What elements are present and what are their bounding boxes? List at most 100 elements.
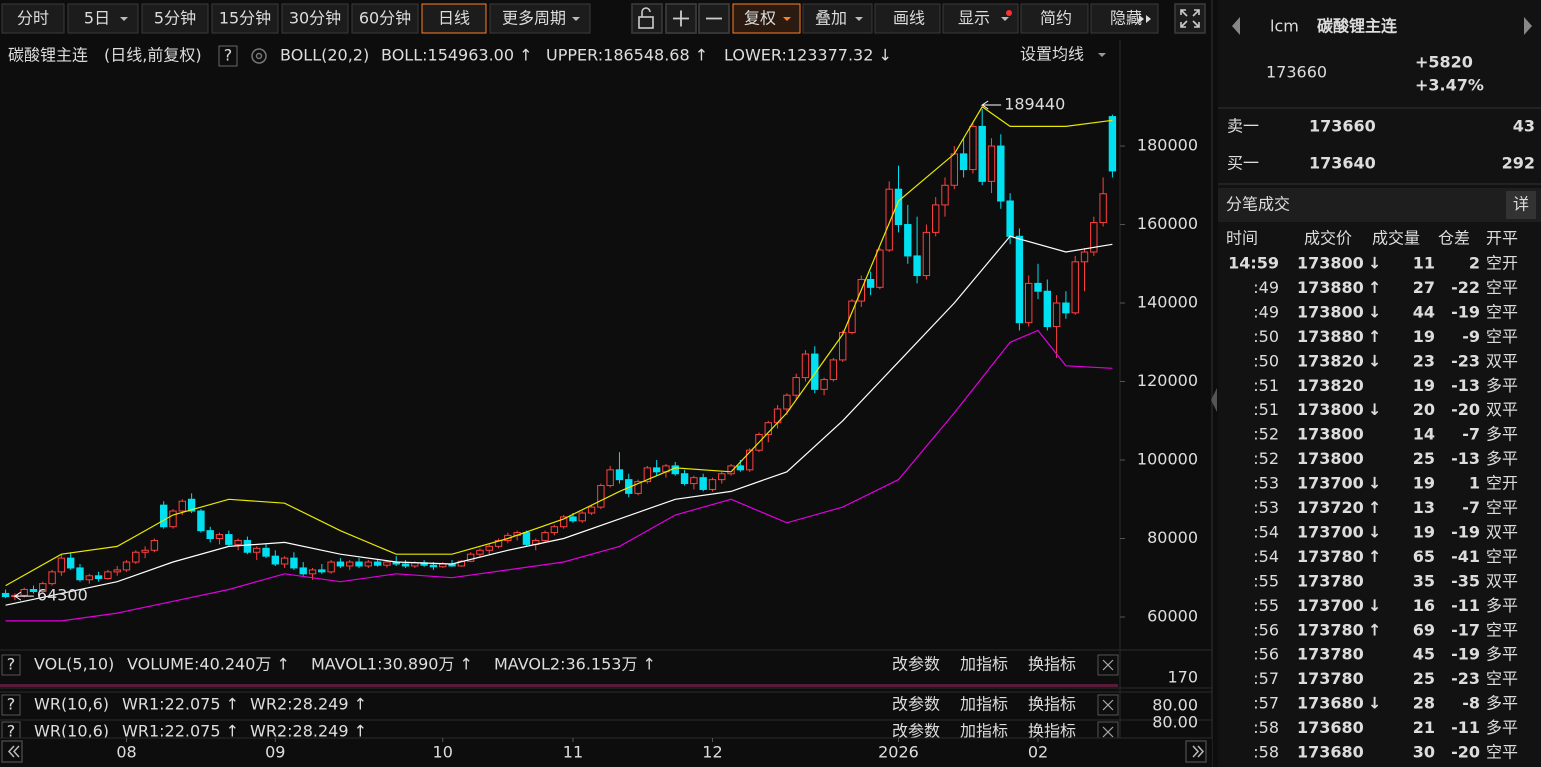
candle-body bbox=[569, 516, 577, 522]
period-button[interactable] bbox=[211, 3, 279, 34]
period-button[interactable] bbox=[67, 3, 139, 34]
prev-contract[interactable] bbox=[1232, 17, 1240, 35]
candle-body bbox=[820, 379, 828, 390]
trade-price: 173780 bbox=[1297, 645, 1364, 664]
candle-body bbox=[1108, 116, 1117, 172]
trade-oi-change: -11 bbox=[1451, 718, 1480, 737]
trade-arrow: ↓ bbox=[1368, 302, 1381, 321]
trade-type: 多平 bbox=[1486, 694, 1518, 713]
candle-body bbox=[66, 557, 75, 569]
candle-body bbox=[29, 589, 38, 592]
candle-body bbox=[1099, 193, 1107, 224]
detail-label[interactable]: 详 bbox=[1513, 195, 1529, 214]
trade-volume: 35 bbox=[1413, 571, 1435, 590]
annotation-arrow bbox=[980, 100, 1002, 110]
help-button[interactable] bbox=[1, 654, 21, 676]
panel-button[interactable]: 加指标 bbox=[960, 655, 1008, 674]
period-button[interactable] bbox=[351, 3, 419, 34]
panel-button[interactable]: 换指标 bbox=[1028, 655, 1076, 674]
trade-arrow: ↓ bbox=[1368, 400, 1381, 419]
candle-body bbox=[271, 555, 280, 565]
trade-oi-change: -20 bbox=[1451, 743, 1480, 762]
panel-button[interactable]: 改参数 bbox=[892, 695, 940, 714]
trade-oi-change: -22 bbox=[1451, 278, 1480, 297]
candle-body bbox=[346, 561, 354, 567]
trade-time: :57 bbox=[1253, 669, 1279, 688]
trade-price: 173700 bbox=[1297, 474, 1364, 493]
candle-body bbox=[1006, 200, 1014, 237]
zoom-out-icon[interactable] bbox=[698, 3, 730, 34]
panel-button[interactable]: 加指标 bbox=[960, 722, 1008, 741]
candle-body bbox=[141, 549, 149, 553]
tool-button[interactable] bbox=[874, 3, 941, 34]
period-button[interactable] bbox=[281, 3, 349, 34]
indicator-value: MAVOL2:36.153万 ↑ bbox=[494, 655, 656, 674]
dropdown-caret bbox=[572, 17, 580, 21]
panel-button[interactable]: 改参数 bbox=[892, 722, 940, 741]
trade-volume: 19 bbox=[1413, 474, 1435, 493]
trade-price: 173680 bbox=[1297, 743, 1364, 762]
candle-body bbox=[597, 485, 605, 508]
x-tick-label: 08 bbox=[116, 743, 136, 762]
trade-type: 空平 bbox=[1486, 302, 1518, 321]
candle-body bbox=[736, 465, 745, 471]
trade-time: :49 bbox=[1253, 278, 1279, 297]
price-change: +5820 bbox=[1415, 53, 1473, 72]
help-button[interactable] bbox=[1, 694, 21, 716]
trade-type: 空平 bbox=[1486, 620, 1518, 639]
trade-time: :58 bbox=[1253, 718, 1279, 737]
candle-body bbox=[308, 569, 317, 575]
period-button[interactable] bbox=[1, 3, 65, 34]
trade-price: 173780 bbox=[1297, 571, 1364, 590]
fullscreen-icon[interactable] bbox=[1174, 3, 1206, 34]
trade-oi-change: -7 bbox=[1462, 498, 1480, 517]
trade-price: 173680 bbox=[1297, 718, 1364, 737]
candle-body bbox=[987, 145, 996, 182]
candle-body bbox=[299, 567, 307, 575]
trade-arrow: ↓ bbox=[1368, 522, 1381, 541]
indicator-value: WR2:28.249 ↑ bbox=[250, 722, 367, 741]
candle-body bbox=[904, 224, 912, 257]
period-label: 5日 bbox=[84, 9, 110, 28]
next-contract[interactable] bbox=[1524, 17, 1532, 35]
trade-arrow: ↑ bbox=[1368, 620, 1381, 639]
trade-oi-change: -13 bbox=[1451, 376, 1480, 395]
tool-label: 画线 bbox=[893, 9, 925, 28]
x-tick-label: 2026 bbox=[878, 743, 919, 762]
candle-body bbox=[913, 255, 921, 277]
panel-button[interactable]: 加指标 bbox=[960, 695, 1008, 714]
detail-button[interactable] bbox=[1506, 191, 1536, 219]
candle-body bbox=[680, 473, 689, 485]
trade-volume: 25 bbox=[1413, 449, 1435, 468]
indicator-value: VOLUME:40.240万 ↑ bbox=[127, 655, 290, 674]
zoom-in-icon[interactable] bbox=[665, 3, 697, 34]
period-button[interactable] bbox=[421, 3, 487, 34]
tool-button[interactable] bbox=[802, 3, 873, 34]
gear-icon[interactable] bbox=[251, 48, 267, 64]
period-button[interactable] bbox=[141, 3, 209, 34]
candle-body bbox=[178, 500, 187, 512]
panel-button[interactable]: 换指标 bbox=[1028, 722, 1076, 741]
candle-body bbox=[76, 567, 84, 581]
candle-body bbox=[978, 125, 986, 182]
indicator-value: WR2:28.249 ↑ bbox=[250, 695, 367, 714]
help-button[interactable] bbox=[218, 45, 238, 67]
candle-body bbox=[355, 561, 363, 567]
scroll-left-button[interactable] bbox=[1, 740, 23, 763]
lock-icon[interactable] bbox=[631, 3, 663, 34]
close-button[interactable] bbox=[1097, 694, 1119, 716]
trade-volume: 11 bbox=[1413, 254, 1435, 273]
contract-name: 碳酸锂主连 bbox=[1317, 17, 1398, 36]
dropdown-caret bbox=[783, 17, 791, 21]
panel-button[interactable]: 换指标 bbox=[1028, 695, 1076, 714]
tool-button[interactable] bbox=[1020, 3, 1089, 34]
scroll-right-button[interactable] bbox=[1185, 740, 1207, 763]
boll-value: BOLL:154963.00 ↑ bbox=[381, 46, 533, 65]
collapse-handle[interactable] bbox=[1211, 388, 1217, 412]
ma-settings[interactable]: 设置均线 bbox=[1020, 45, 1084, 64]
period-button[interactable] bbox=[489, 3, 591, 34]
panel-button[interactable]: 改参数 bbox=[892, 655, 940, 674]
quote-board: lcm 碳酸锂主连 173660 +5820 +3.47% 卖一 173660 43 买一 173… bbox=[1218, 17, 1541, 762]
close-button[interactable] bbox=[1097, 654, 1119, 676]
